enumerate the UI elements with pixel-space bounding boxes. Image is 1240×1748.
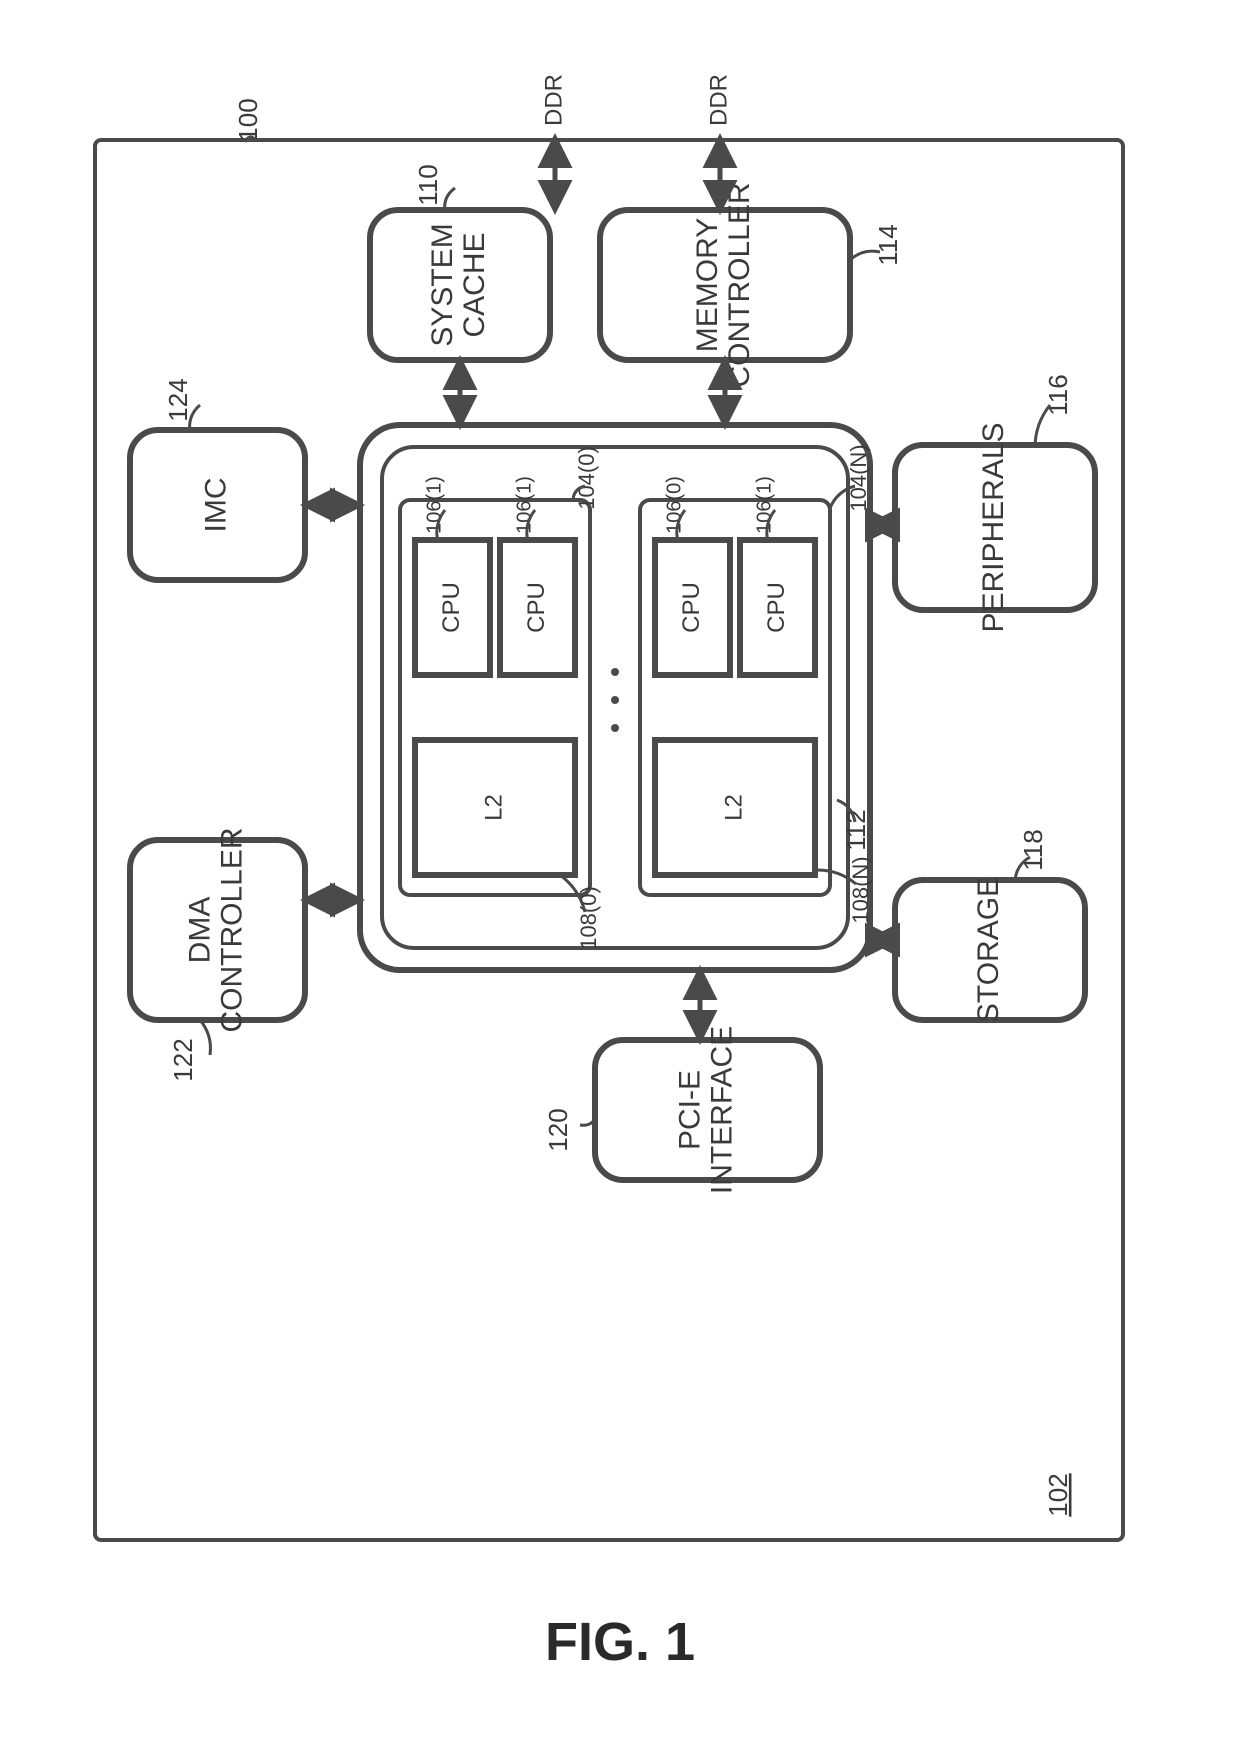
ref-100: 100 — [233, 98, 263, 141]
pcie-ref: 120 — [543, 1108, 573, 1151]
cpu-ref-0-1: 106(1) — [513, 476, 535, 534]
cluster-ref-0: 104(0) — [574, 446, 599, 510]
syscache-ref: 110 — [413, 164, 443, 205]
cpu-ref-0-0: 106(1) — [423, 476, 445, 534]
cpu-label-1-0: CPU — [678, 582, 705, 633]
svg-text:MEMORY: MEMORY — [691, 218, 724, 352]
cpu-ref-1-0: 106(0) — [663, 476, 685, 534]
ddr-label-0: DDR — [540, 74, 567, 126]
imc-ref: 124 — [163, 378, 193, 421]
imc-label: IMC — [199, 478, 232, 533]
peripherals-label: PERIPHERALS — [977, 422, 1010, 632]
l2-ref-1: 108(N) — [848, 856, 873, 923]
figure-label: FIG. 1 — [545, 1612, 695, 1672]
syscache-label: SYSTEMCACHE — [426, 223, 491, 346]
cpu-ref-1-1: 106(1) — [753, 476, 775, 534]
cpu-label-1-1: CPU — [763, 582, 790, 633]
ellipsis-dot — [611, 668, 619, 676]
svg-text:SYSTEM: SYSTEM — [426, 223, 459, 346]
ellipsis-dot — [611, 724, 619, 732]
diagram-canvas: 100102DDRDDRIMC124DMACONTROLLER122SYSTEM… — [0, 0, 1240, 1748]
svg-text:CACHE: CACHE — [458, 232, 491, 337]
svg-text:DMA: DMA — [183, 897, 216, 964]
cpu-label-0-0: CPU — [438, 582, 465, 633]
ref-102: 102 — [1043, 1473, 1073, 1516]
l2-label-0: L2 — [480, 794, 507, 821]
svg-text:102: 102 — [1043, 1473, 1073, 1516]
svg-text:CONTROLLER: CONTROLLER — [723, 182, 756, 387]
memctrl-ref: 114 — [873, 224, 903, 265]
svg-text:CONTROLLER: CONTROLLER — [215, 827, 248, 1032]
ref-112: 112 — [841, 809, 871, 850]
leader-line — [200, 1020, 210, 1055]
ddr-label-1: DDR — [705, 74, 732, 126]
cluster-ref-1: 104(N) — [846, 444, 871, 511]
cpu-label-0-1: CPU — [523, 582, 550, 633]
l2-label-1: L2 — [720, 794, 747, 821]
storage-label: STORAGE — [972, 877, 1005, 1023]
svg-text:INTERFACE: INTERFACE — [705, 1026, 738, 1194]
svg-text:PCI-E: PCI-E — [673, 1070, 706, 1150]
ellipsis-dot — [611, 696, 619, 704]
dma-ref: 122 — [168, 1038, 198, 1081]
